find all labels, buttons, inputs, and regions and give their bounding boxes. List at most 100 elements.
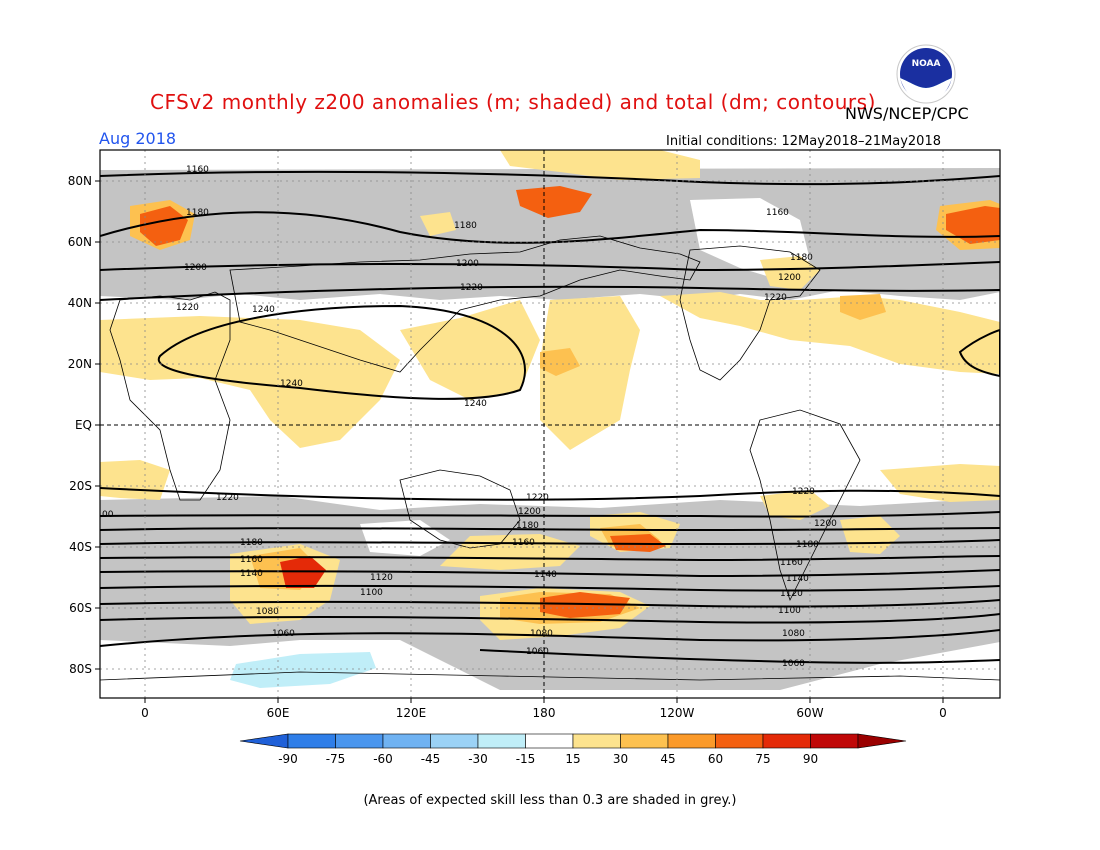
svg-text:1120: 1120 [780,589,803,599]
svg-text:1160: 1160 [186,165,209,175]
svg-text:1180: 1180 [796,540,819,550]
svg-text:60N: 60N [68,235,92,249]
svg-text:80S: 80S [69,662,92,676]
svg-text:1180: 1180 [516,521,539,531]
coastline-asia [229,235,701,373]
svg-text:1220: 1220 [216,493,239,503]
colorbar: -90 -75 -60 -45 -30 -15 15 30 45 60 75 90 [239,733,907,766]
colorbar-segment [335,733,384,749]
contour-labels: 1160 1180 1200 1220 1240 1240 1220 1180 … [102,165,837,669]
colorbar-segment [525,733,574,749]
colorbar-label: -45 [421,752,441,766]
map-frame [99,149,1001,699]
svg-text:1220: 1220 [460,283,483,293]
svg-text:1160: 1160 [766,208,789,218]
svg-text:1180: 1180 [454,221,477,231]
colorbar-label: -15 [516,752,536,766]
svg-text:1220: 1220 [176,303,199,313]
svg-text:1220: 1220 [792,487,815,497]
colorbar-label: 60 [708,752,723,766]
axis-ticks [95,180,944,703]
negative-anomaly-antarctic [230,652,376,688]
forecast-month: Aug 2018 [99,129,177,148]
initial-conditions: Initial conditions: 12May2018–21May2018 [666,134,941,149]
colorbar-label: -90 [278,752,298,766]
svg-text:00: 00 [102,510,114,520]
svg-text:1160: 1160 [240,555,263,565]
shading-layer [100,150,1000,698]
coastline-south-america [749,409,861,602]
svg-text:1080: 1080 [256,607,279,617]
noaa-logo: NOAA [896,44,956,104]
colorbar-segment [810,733,859,749]
svg-text:1180: 1180 [240,538,263,548]
colorbar-label: 30 [613,752,628,766]
svg-text:1060: 1060 [526,647,549,657]
colorbar-label: 90 [803,752,818,766]
colorbar-right-arrow [857,733,907,749]
svg-text:1060: 1060 [782,659,805,669]
svg-text:60W: 60W [796,706,823,720]
anomaly-north-atlantic-right [946,206,1000,244]
svg-text:EQ: EQ [75,418,92,432]
colorbar-label: 45 [660,752,675,766]
agency-label: NWS/NCEP/CPC [845,104,969,123]
latitude-labels: 80N 60N 40N 20N EQ 20S 40S 60S 80S [68,174,92,676]
colorbar-label: -75 [326,752,346,766]
colorbar-segment [572,733,621,749]
svg-text:1140: 1140 [786,574,809,584]
svg-text:1240: 1240 [464,399,487,409]
svg-text:1180: 1180 [186,208,209,218]
skill-footnote: (Areas of expected skill less than 0.3 a… [363,793,737,808]
svg-text:1140: 1140 [534,570,557,580]
svg-text:40N: 40N [68,296,92,310]
svg-text:60S: 60S [69,601,92,615]
svg-text:1240: 1240 [280,379,303,389]
svg-text:1180: 1180 [790,253,813,263]
svg-text:120E: 120E [396,706,427,720]
anomaly-arctic [516,186,592,218]
anomaly-south-pacific [540,592,630,618]
svg-text:60E: 60E [267,706,290,720]
map-title: CFSv2 monthly z200 anomalies (m; shaded)… [150,90,876,114]
svg-text:1200: 1200 [778,273,801,283]
colorbar-segment [477,733,526,749]
yellow-tropics [100,316,400,448]
svg-text:1100: 1100 [778,606,801,616]
svg-text:1220: 1220 [764,293,787,303]
colorbar-segment [715,733,764,749]
colorbar-label: 75 [755,752,770,766]
svg-text:1060: 1060 [272,629,295,639]
svg-text:1080: 1080 [530,629,553,639]
svg-text:20S: 20S [69,479,92,493]
svg-text:40S: 40S [69,540,92,554]
svg-text:120W: 120W [660,706,695,720]
svg-text:1200: 1200 [814,519,837,529]
anomaly-north-atlantic-left [140,206,188,246]
longitude-labels: 0 60E 120E 180 120W 60W 0 [141,706,947,720]
coastline-australia [399,469,521,549]
colorbar-segment [762,733,811,749]
svg-text:1200: 1200 [184,263,207,273]
colorbar-segment [430,733,479,749]
colorbar-left-arrow [239,733,289,749]
colorbar-segment [382,733,431,749]
coastline-antarctica [100,671,1000,681]
svg-text:1200: 1200 [518,507,541,517]
svg-text:0: 0 [141,706,149,720]
logo-text: NOAA [912,59,941,69]
colorbar-segment [667,733,716,749]
svg-text:1120: 1120 [370,573,393,583]
svg-text:180: 180 [533,706,556,720]
svg-text:80N: 80N [68,174,92,188]
colorbar-label: -30 [468,752,488,766]
colorbar-segment [287,733,336,749]
svg-text:20N: 20N [68,357,92,371]
colorbar-segment [620,733,669,749]
coastline-north-america [679,245,821,381]
svg-text:1100: 1100 [360,588,383,598]
svg-text:1160: 1160 [780,558,803,568]
graticule [100,150,1000,698]
svg-text:1220: 1220 [526,493,549,503]
